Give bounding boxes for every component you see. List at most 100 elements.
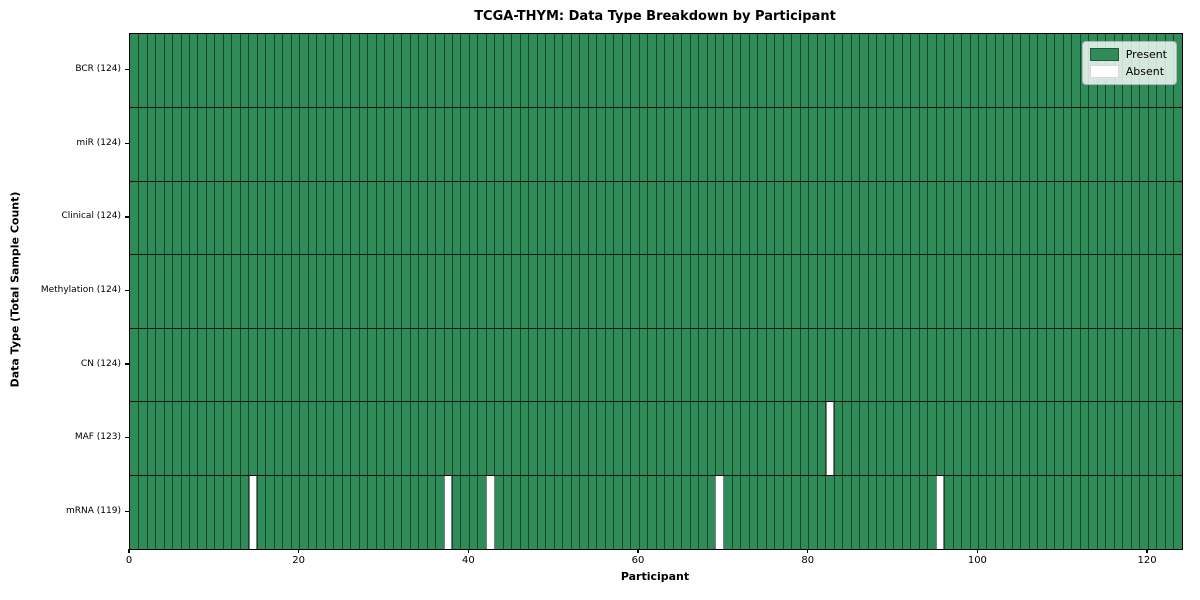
cell-edge-line (816, 34, 818, 549)
cell-edge-line (324, 34, 326, 549)
cell-edge-line (341, 34, 343, 549)
cell-edge-line (808, 34, 810, 549)
cell-edge-line (1037, 34, 1039, 549)
cell-edge-line (927, 34, 928, 549)
cell-edge-line (765, 34, 767, 549)
cell-edge-line (884, 34, 886, 549)
x-tick-label: 40 (461, 555, 475, 566)
cell-edge-line (664, 34, 665, 549)
cell-edge-line (1088, 34, 1090, 549)
cell-edge-line (969, 34, 971, 549)
cell-edge-line (519, 34, 521, 549)
cell-edge-line (273, 34, 275, 549)
row-separator (130, 254, 1182, 256)
cell-edge-line (205, 34, 207, 549)
cell-edge-line (655, 34, 657, 549)
cell-edge-line (977, 34, 979, 549)
y-tick-label: CN (124) (80, 358, 121, 369)
cell-edge-line (961, 34, 962, 549)
cell-edge-line (299, 34, 301, 549)
cell-edge-line (986, 34, 988, 549)
cell-edge-line (698, 34, 699, 549)
x-tick-mark (637, 549, 639, 553)
legend-label-absent: Absent (1125, 65, 1165, 78)
cell-edge-line (1139, 34, 1140, 549)
x-tick-label: 20 (292, 555, 306, 566)
y-tick-mark (125, 142, 129, 144)
cell-edge-line (1020, 34, 1022, 549)
cell-edge-line (748, 34, 750, 549)
cell-edge-line (239, 34, 241, 549)
y-tick-mark (125, 289, 129, 292)
y-tick-label: miR (124) (76, 137, 121, 148)
cell-edge-line (222, 34, 224, 549)
x-tick-mark (128, 549, 130, 553)
cell-edge-line (256, 34, 258, 549)
cell-edge-line (307, 34, 309, 549)
legend-label-present: Present (1125, 48, 1167, 61)
cell-edge-line (689, 34, 691, 549)
cell-edge-line (681, 34, 682, 549)
cell-edge-line (214, 34, 216, 549)
cell-edge-line (867, 34, 869, 549)
cell-edge-line (825, 34, 827, 549)
cell-edge-line (1003, 34, 1005, 549)
cell-edge-line (952, 34, 954, 549)
cell-edge-line (1173, 34, 1174, 549)
x-tick-label: 80 (801, 555, 815, 566)
cell-edge-line (477, 34, 479, 549)
cell-edge-line (265, 34, 267, 549)
y-tick-label: MAF (123) (74, 432, 121, 443)
cell-edge-line (791, 34, 793, 549)
cell-edge-line (935, 34, 937, 549)
y-tick-mark (125, 216, 129, 218)
x-tick-label: 60 (631, 555, 645, 566)
cell-edge-line (833, 34, 835, 549)
cell-edge-line (248, 34, 250, 549)
cell-edge-line (384, 34, 385, 549)
cell-edge-line (1147, 34, 1149, 549)
absent-cell (248, 475, 258, 549)
x-tick-mark (1146, 549, 1148, 553)
cell-edge-line (485, 34, 487, 549)
cell-edge-line (545, 34, 547, 549)
cell-edge-line (350, 34, 351, 549)
cell-edge-line (562, 34, 564, 549)
cell-edge-line (630, 34, 631, 549)
cell-edge-line (731, 34, 733, 549)
y-tick-label: mRNA (119) (66, 505, 121, 516)
legend-absent-swatch-icon (1089, 65, 1119, 78)
cell-edge-line (282, 34, 284, 549)
cell-edge-line (443, 34, 445, 549)
y-tick-mark (125, 363, 129, 365)
cell-edge-line (1130, 34, 1132, 549)
y-tick-mark (125, 437, 129, 439)
cell-edge-line (553, 34, 555, 549)
absent-cell (443, 475, 453, 549)
cell-edge-line (799, 34, 801, 549)
x-tick-mark (976, 549, 978, 553)
cell-edge-line (910, 34, 911, 549)
x-tick-label: 120 (1137, 555, 1157, 566)
cell-edge-line (451, 34, 453, 549)
cell-edge-line (146, 34, 148, 549)
absent-cell (715, 475, 724, 549)
cell-edge-line (367, 34, 368, 549)
cell-edge-line (918, 34, 920, 549)
cell-edge-line (723, 34, 725, 549)
cell-edge-line (316, 34, 318, 549)
cell-edge-line (1045, 34, 1047, 549)
cell-edge-line (1096, 34, 1098, 549)
cell-edge-line (502, 34, 504, 549)
cell-edge-line (1062, 34, 1064, 549)
cell-edge-line (358, 34, 360, 549)
cell-edge-line (672, 34, 674, 549)
cell-edge-line (1011, 34, 1013, 549)
x-tick-mark (298, 549, 300, 553)
cell-edge-line (468, 34, 470, 549)
cell-edge-line (180, 34, 182, 549)
legend-present-swatch-icon (1089, 48, 1119, 61)
cell-edge-line (1122, 34, 1123, 549)
cell-edge-line (197, 34, 199, 549)
